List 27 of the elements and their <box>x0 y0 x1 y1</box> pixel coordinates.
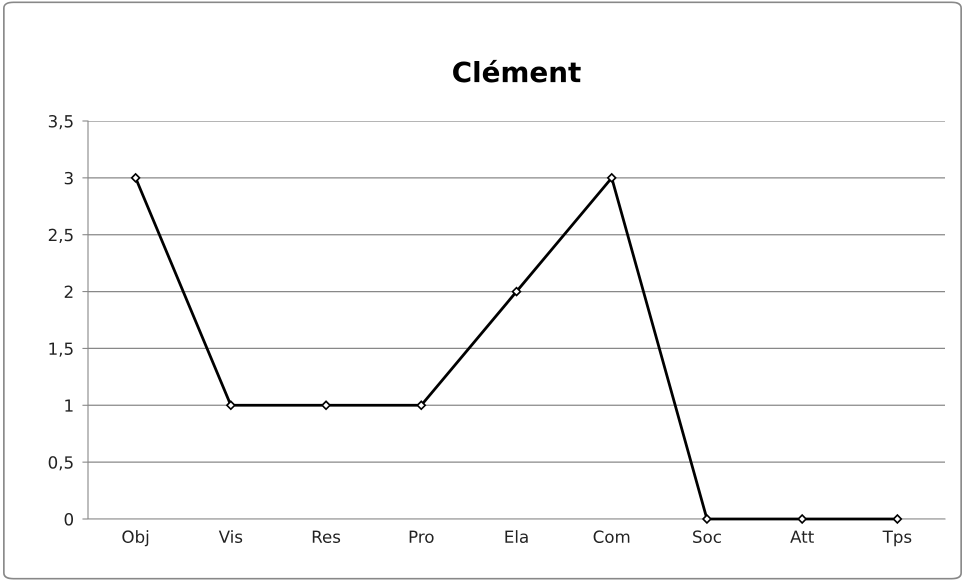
y-tick-label: 1 <box>65 399 73 412</box>
x-tick-label: Res <box>312 530 340 544</box>
x-tick-label: Soc <box>693 530 721 544</box>
point <box>130 173 140 183</box>
x-tick-label: Obj <box>122 530 148 546</box>
point <box>606 173 616 183</box>
x-tick-label: Ela <box>505 530 528 544</box>
point <box>226 400 236 410</box>
chart-title: Clément <box>453 60 581 83</box>
point <box>702 514 712 524</box>
x-tick-label: Com <box>594 530 630 544</box>
point <box>797 514 807 524</box>
y-tick-label: 3,5 <box>48 114 73 130</box>
x-tick-label: Pro <box>410 530 434 544</box>
point <box>321 400 331 410</box>
x-tick-label: Vis <box>218 530 242 544</box>
point <box>416 400 426 410</box>
y-tick-label: 1,5 <box>49 342 73 357</box>
x-tick-label: Tps <box>882 530 912 546</box>
x-tick-label: Att <box>790 530 814 543</box>
y-tick-label: 3 <box>64 172 73 184</box>
y-tick-label: 0,5 <box>48 456 73 470</box>
point <box>512 286 522 296</box>
y-tick-label: 0 <box>64 512 74 526</box>
y-tick-label: 2 <box>64 286 72 298</box>
y-tick-label: 2,5 <box>48 228 73 243</box>
point <box>892 514 902 524</box>
